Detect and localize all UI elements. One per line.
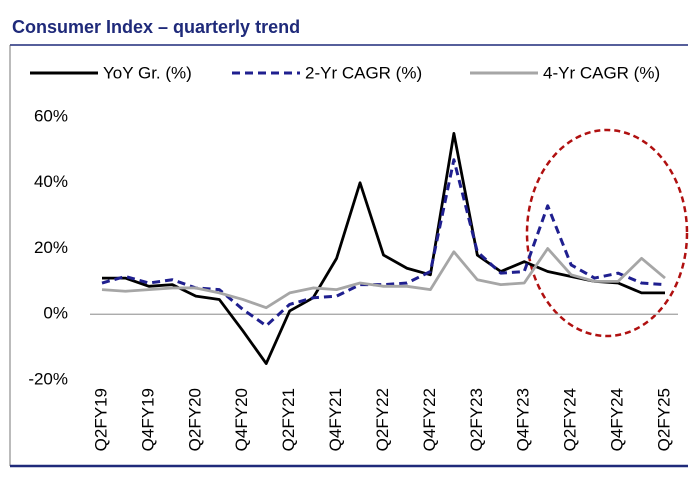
highlight-ellipse bbox=[525, 128, 689, 338]
x-tick-label: Q2FY25 bbox=[654, 388, 673, 451]
chart-title: Consumer Index – quarterly trend bbox=[12, 17, 300, 37]
legend-label: 4-Yr CAGR (%) bbox=[543, 63, 660, 82]
x-tick-label: Q4FY21 bbox=[326, 388, 345, 451]
x-tick-label: Q4FY23 bbox=[514, 388, 533, 451]
y-tick-label: 0% bbox=[43, 304, 68, 323]
y-tick-label: 60% bbox=[34, 106, 68, 125]
x-tick-label: Q4FY22 bbox=[420, 388, 439, 451]
x-tick-label: Q4FY19 bbox=[138, 388, 157, 451]
y-tick-label: -20% bbox=[28, 369, 68, 388]
legend-label: 2-Yr CAGR (%) bbox=[305, 63, 422, 82]
x-tick-label: Q2FY23 bbox=[467, 388, 486, 451]
x-tick-label: Q4FY24 bbox=[608, 388, 627, 451]
series-line bbox=[101, 158, 666, 328]
y-tick-label: 40% bbox=[34, 172, 68, 191]
series-line bbox=[101, 247, 666, 310]
x-tick-label: Q2FY22 bbox=[373, 388, 392, 451]
legend-label: YoY Gr. (%) bbox=[103, 63, 192, 82]
x-tick-label: Q2FY24 bbox=[561, 388, 580, 451]
x-tick-label: Q4FY20 bbox=[232, 388, 251, 451]
x-tick-label: Q2FY21 bbox=[279, 388, 298, 451]
y-tick-label: 20% bbox=[34, 238, 68, 257]
x-tick-label: Q2FY19 bbox=[91, 388, 110, 451]
x-tick-label: Q2FY20 bbox=[185, 388, 204, 451]
series-line bbox=[102, 132, 665, 365]
